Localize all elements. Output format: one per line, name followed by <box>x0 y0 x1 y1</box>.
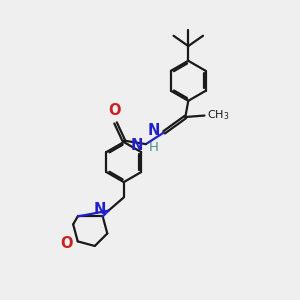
Text: H: H <box>149 141 159 154</box>
Text: O: O <box>60 236 72 251</box>
Text: N: N <box>130 138 143 153</box>
Text: O: O <box>108 103 120 118</box>
Text: N: N <box>94 202 106 217</box>
Text: CH$_3$: CH$_3$ <box>207 109 229 122</box>
Text: N: N <box>148 123 160 138</box>
